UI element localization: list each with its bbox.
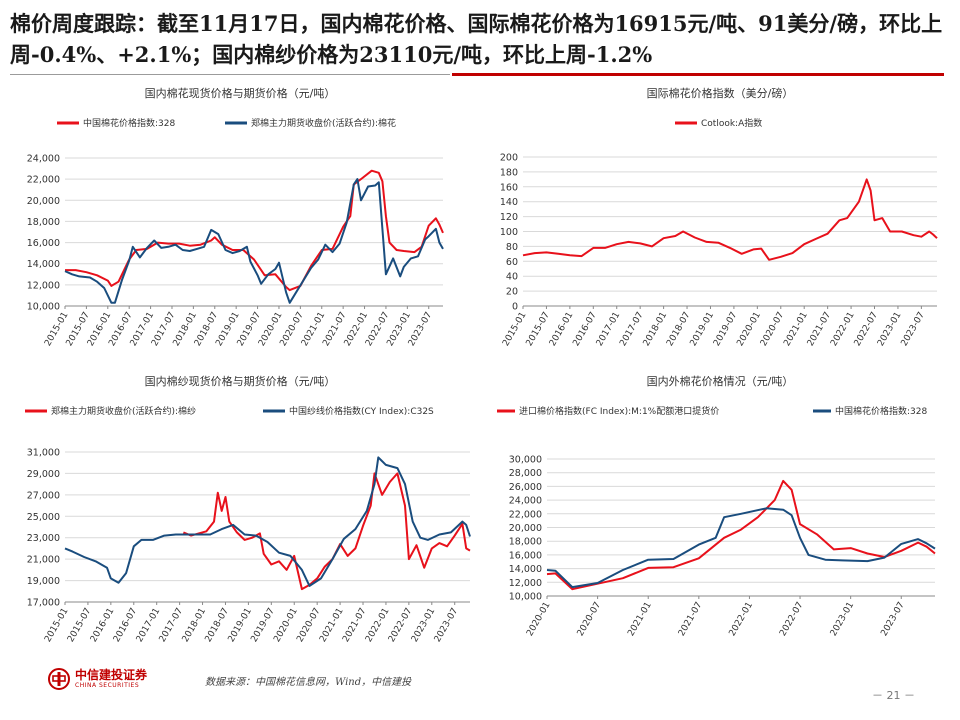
x-tick-label: 2023-07 (879, 601, 906, 639)
y-tick-label: 140 (500, 197, 518, 208)
chart-title: 国内棉纱现货价格与期货价格（元/吨） (145, 374, 336, 388)
y-tick-label: 28,000 (509, 468, 542, 479)
legend-label: Cotlook:A指数 (701, 117, 762, 129)
y-tick-label: 22,000 (509, 509, 542, 520)
x-tick-label: 2023-07 (900, 311, 927, 349)
chart-domestic-cotton-spot-futures: 国内棉花现货价格与期货价格（元/吨） 中国棉花价格指数:328 郑棉主力期货收盘价(… (5, 80, 475, 380)
chart-svg: 国内棉花现货价格与期货价格（元/吨） 中国棉花价格指数:328 郑棉主力期货收盘价(… (27, 86, 444, 348)
y-tick-label: 10,000 (509, 592, 542, 603)
y-tick-label: 31,000 (27, 448, 60, 459)
legend-item: 郑棉主力期货收盘价(活跃合约):棉纱 (25, 405, 196, 417)
y-tick-label: 17,000 (27, 598, 60, 609)
chart-international-cotton-index: 国际棉花价格指数（美分/磅） Cotlook:A指数 0 20 40 60 80 100 120… (485, 80, 955, 380)
x-tick-label: 2020-01 (525, 601, 552, 639)
y-tick-label: 24,000 (509, 496, 542, 507)
logo-name-cn: 中信建投证券 (75, 668, 148, 682)
chart-domestic-vs-import-cotton: 国内外棉花价格情况（元/吨） 进口棉价格指数(FC Index):M:1%配额港口… (485, 368, 955, 668)
chart-svg: 国际棉花价格指数（美分/磅） Cotlook:A指数 0 20 40 60 80 100 120… (500, 86, 938, 349)
y-tick-label: 26,000 (509, 482, 542, 493)
y-tick-label: 18,000 (27, 217, 60, 228)
y-tick-label: 20,000 (27, 196, 60, 207)
y-tick-label: 12,000 (509, 578, 542, 589)
chart-title: 国内外棉花价格情况（元/吨） (647, 374, 794, 388)
y-tick-label: 80 (506, 242, 518, 253)
y-tick-label: 22,000 (27, 175, 60, 186)
y-tick-label: 25,000 (27, 512, 60, 523)
y-tick-label: 180 (500, 167, 518, 178)
data-source-note: 数据来源：中国棉花信息网，Wind，中信建投 (205, 677, 412, 688)
y-tick-label: 100 (500, 227, 518, 238)
legend-item: 中国棉花价格指数:328 (813, 405, 927, 417)
header-rule-gray (10, 74, 450, 75)
y-tick-label: 200 (500, 153, 518, 164)
company-logo-icon (48, 668, 70, 690)
series-line (64, 456, 471, 587)
legend-item: 中国纱线价格指数(CY Index):C32S (263, 405, 434, 417)
y-tick-label: 23,000 (27, 533, 60, 544)
y-tick-label: 0 (512, 302, 518, 313)
y-tick-label: 16,000 (509, 550, 542, 561)
legend-label: 中国棉花价格指数:328 (83, 117, 175, 129)
chart-title: 国内棉花现货价格与期货价格（元/吨） (145, 86, 336, 100)
y-tick-label: 20,000 (509, 523, 542, 534)
x-tick-label: 2023-01 (829, 601, 856, 639)
y-tick-label: 20 (506, 287, 518, 298)
series-line (522, 178, 938, 261)
y-tick-label: 14,000 (509, 564, 542, 575)
legend-item: 进口棉价格指数(FC Index):M:1%配额港口提货价 (497, 405, 719, 417)
y-tick-label: 27,000 (27, 490, 60, 501)
y-tick-label: 16,000 (27, 238, 60, 249)
chart-domestic-yarn-spot-futures: 国内棉纱现货价格与期货价格（元/吨） 郑棉主力期货收盘价(活跃合约):棉纱 中国纱线… (5, 368, 475, 668)
y-tick-label: 60 (506, 257, 518, 268)
legend-label: 中国棉花价格指数:328 (835, 405, 927, 417)
chart-svg: 国内棉纱现货价格与期货价格（元/吨） 郑棉主力期货收盘价(活跃合约):棉纱 中国纱线… (25, 374, 471, 644)
y-tick-label: 29,000 (27, 469, 60, 480)
x-tick-label: 2022-01 (728, 601, 755, 639)
series-line (65, 169, 444, 292)
chart-svg: 国内外棉花价格情况（元/吨） 进口棉价格指数(FC Index):M:1%配额港口… (497, 374, 936, 639)
y-tick-label: 160 (500, 182, 518, 193)
chart-title: 国际棉花价格指数（美分/磅） (647, 86, 794, 100)
header-rule-red (452, 73, 944, 76)
headline: 棉价周度跟踪：截至11月17日，国内棉花价格、国际棉花价格为16915元/吨、9… (10, 11, 943, 67)
y-tick-label: 19,000 (27, 576, 60, 587)
x-tick-label: 2021-01 (626, 601, 653, 639)
legend-item: 中国棉花价格指数:328 (57, 117, 175, 129)
logo-name-en: CHINA SECURITIES (75, 682, 140, 689)
y-tick-label: 40 (506, 272, 518, 283)
y-tick-label: 12,000 (27, 280, 60, 291)
x-tick-label: 2021-07 (677, 601, 704, 639)
y-tick-label: 10,000 (27, 302, 60, 313)
legend-label: 郑棉主力期货收盘价(活跃合约):棉纱 (51, 405, 196, 417)
page-number: － 21 － (872, 689, 915, 702)
legend-label: 郑棉主力期货收盘价(活跃合约):棉花 (251, 117, 396, 129)
y-tick-label: 14,000 (27, 259, 60, 270)
series-line (64, 178, 444, 304)
legend-item: Cotlook:A指数 (675, 117, 762, 129)
series-line (546, 507, 936, 589)
series-line (183, 472, 471, 591)
y-tick-label: 21,000 (27, 555, 60, 566)
y-tick-label: 120 (500, 212, 518, 223)
series-line (546, 479, 936, 591)
legend-label: 中国纱线价格指数(CY Index):C32S (289, 405, 434, 417)
legend-item: 郑棉主力期货收盘价(活跃合约):棉花 (225, 117, 396, 129)
x-tick-label: 2022-07 (778, 601, 805, 639)
y-tick-label: 30,000 (509, 455, 542, 466)
y-tick-label: 18,000 (509, 537, 542, 548)
y-tick-label: 24,000 (27, 154, 60, 165)
company-logo: 中信建投证券 CHINA SECURITIES (48, 665, 147, 693)
legend-label: 进口棉价格指数(FC Index):M:1%配额港口提货价 (519, 405, 719, 417)
x-tick-label: 2020-07 (576, 601, 603, 639)
